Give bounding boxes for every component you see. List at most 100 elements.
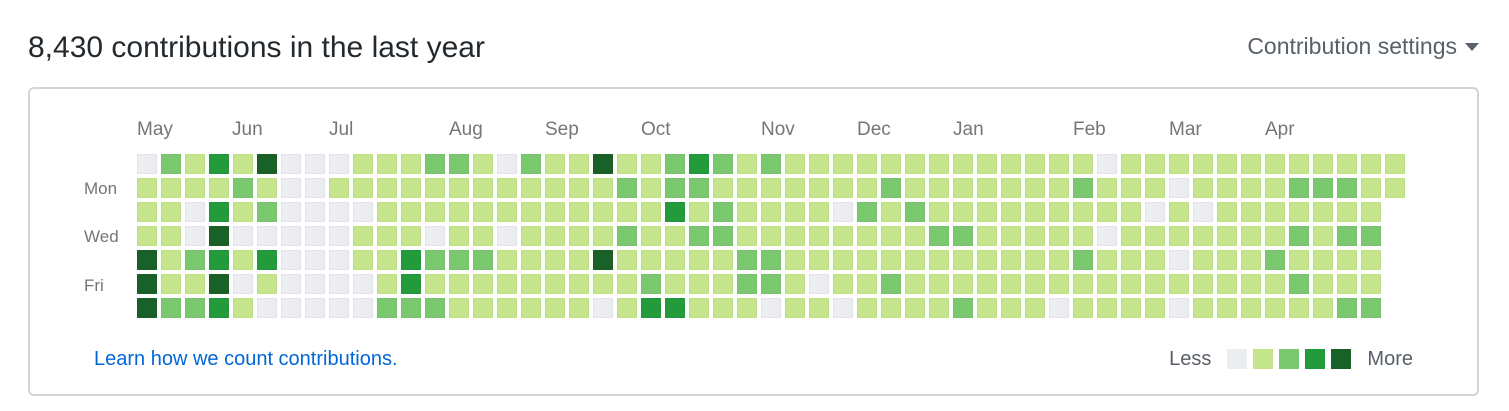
- contribution-day-cell[interactable]: [977, 250, 997, 270]
- contribution-day-cell[interactable]: [1025, 202, 1045, 222]
- contribution-day-cell[interactable]: [1193, 178, 1213, 198]
- contribution-day-cell[interactable]: [1361, 154, 1381, 174]
- contribution-day-cell[interactable]: [1145, 202, 1165, 222]
- contribution-day-cell[interactable]: [425, 226, 445, 246]
- contribution-day-cell[interactable]: [1337, 250, 1357, 270]
- contribution-day-cell[interactable]: [497, 298, 517, 318]
- contribution-day-cell[interactable]: [1169, 178, 1189, 198]
- contribution-day-cell[interactable]: [665, 274, 685, 294]
- contribution-day-cell[interactable]: [281, 226, 301, 246]
- contribution-day-cell[interactable]: [1217, 274, 1237, 294]
- contribution-day-cell[interactable]: [521, 226, 541, 246]
- contribution-day-cell[interactable]: [185, 202, 205, 222]
- contribution-day-cell[interactable]: [593, 298, 613, 318]
- contribution-day-cell[interactable]: [1289, 274, 1309, 294]
- contribution-day-cell[interactable]: [713, 226, 733, 246]
- contribution-day-cell[interactable]: [1385, 154, 1405, 174]
- contribution-day-cell[interactable]: [1001, 250, 1021, 270]
- contribution-day-cell[interactable]: [857, 178, 877, 198]
- contribution-day-cell[interactable]: [329, 226, 349, 246]
- contribution-day-cell[interactable]: [617, 298, 637, 318]
- contribution-day-cell[interactable]: [233, 178, 253, 198]
- contribution-day-cell[interactable]: [881, 298, 901, 318]
- contribution-day-cell[interactable]: [1289, 250, 1309, 270]
- contribution-day-cell[interactable]: [473, 250, 493, 270]
- contribution-day-cell[interactable]: [1025, 298, 1045, 318]
- contribution-day-cell[interactable]: [881, 226, 901, 246]
- contribution-day-cell[interactable]: [737, 298, 757, 318]
- contribution-day-cell[interactable]: [857, 274, 877, 294]
- contribution-day-cell[interactable]: [1193, 154, 1213, 174]
- contribution-day-cell[interactable]: [929, 298, 949, 318]
- contribution-day-cell[interactable]: [401, 298, 421, 318]
- contribution-day-cell[interactable]: [713, 178, 733, 198]
- contribution-day-cell[interactable]: [1073, 226, 1093, 246]
- contribution-day-cell[interactable]: [281, 178, 301, 198]
- contribution-day-cell[interactable]: [641, 226, 661, 246]
- contribution-day-cell[interactable]: [881, 250, 901, 270]
- contribution-day-cell[interactable]: [209, 202, 229, 222]
- contribution-day-cell[interactable]: [665, 154, 685, 174]
- contribution-day-cell[interactable]: [713, 250, 733, 270]
- contribution-day-cell[interactable]: [833, 298, 853, 318]
- contribution-day-cell[interactable]: [137, 178, 157, 198]
- contribution-day-cell[interactable]: [1049, 226, 1069, 246]
- contribution-day-cell[interactable]: [257, 178, 277, 198]
- contribution-day-cell[interactable]: [665, 178, 685, 198]
- contribution-day-cell[interactable]: [1337, 274, 1357, 294]
- contribution-day-cell[interactable]: [569, 250, 589, 270]
- contribution-day-cell[interactable]: [857, 250, 877, 270]
- contribution-day-cell[interactable]: [593, 202, 613, 222]
- contribution-day-cell[interactable]: [1121, 178, 1141, 198]
- contribution-day-cell[interactable]: [737, 202, 757, 222]
- contribution-day-cell[interactable]: [1385, 178, 1405, 198]
- contribution-day-cell[interactable]: [521, 274, 541, 294]
- contribution-day-cell[interactable]: [1001, 274, 1021, 294]
- contribution-day-cell[interactable]: [257, 298, 277, 318]
- contribution-day-cell[interactable]: [713, 154, 733, 174]
- contribution-day-cell[interactable]: [977, 154, 997, 174]
- contribution-day-cell[interactable]: [1097, 250, 1117, 270]
- contribution-day-cell[interactable]: [353, 202, 373, 222]
- contribution-day-cell[interactable]: [305, 178, 325, 198]
- contribution-day-cell[interactable]: [449, 202, 469, 222]
- contribution-day-cell[interactable]: [305, 226, 325, 246]
- contribution-day-cell[interactable]: [1001, 154, 1021, 174]
- contribution-day-cell[interactable]: [281, 202, 301, 222]
- contribution-day-cell[interactable]: [305, 154, 325, 174]
- contribution-day-cell[interactable]: [497, 178, 517, 198]
- contribution-day-cell[interactable]: [977, 202, 997, 222]
- contribution-day-cell[interactable]: [1097, 202, 1117, 222]
- contribution-day-cell[interactable]: [1193, 298, 1213, 318]
- contribution-day-cell[interactable]: [449, 226, 469, 246]
- contribution-day-cell[interactable]: [1025, 274, 1045, 294]
- contribution-day-cell[interactable]: [977, 178, 997, 198]
- contribution-day-cell[interactable]: [233, 226, 253, 246]
- contribution-day-cell[interactable]: [1241, 202, 1261, 222]
- contribution-day-cell[interactable]: [857, 154, 877, 174]
- contribution-day-cell[interactable]: [1121, 154, 1141, 174]
- contribution-day-cell[interactable]: [593, 154, 613, 174]
- contribution-day-cell[interactable]: [257, 274, 277, 294]
- contribution-day-cell[interactable]: [329, 178, 349, 198]
- contribution-day-cell[interactable]: [1193, 274, 1213, 294]
- contribution-day-cell[interactable]: [377, 298, 397, 318]
- contribution-day-cell[interactable]: [1145, 250, 1165, 270]
- contribution-day-cell[interactable]: [1193, 250, 1213, 270]
- contribution-day-cell[interactable]: [1001, 178, 1021, 198]
- contribution-day-cell[interactable]: [185, 178, 205, 198]
- contribution-day-cell[interactable]: [1001, 298, 1021, 318]
- contribution-day-cell[interactable]: [1217, 298, 1237, 318]
- contribution-day-cell[interactable]: [305, 298, 325, 318]
- contribution-day-cell[interactable]: [1121, 226, 1141, 246]
- contribution-day-cell[interactable]: [1145, 274, 1165, 294]
- contribution-day-cell[interactable]: [305, 202, 325, 222]
- contribution-day-cell[interactable]: [881, 202, 901, 222]
- contribution-day-cell[interactable]: [1169, 226, 1189, 246]
- contribution-day-cell[interactable]: [353, 226, 373, 246]
- contribution-day-cell[interactable]: [1241, 226, 1261, 246]
- contribution-day-cell[interactable]: [761, 178, 781, 198]
- contribution-day-cell[interactable]: [545, 298, 565, 318]
- contribution-day-cell[interactable]: [641, 154, 661, 174]
- contribution-day-cell[interactable]: [449, 154, 469, 174]
